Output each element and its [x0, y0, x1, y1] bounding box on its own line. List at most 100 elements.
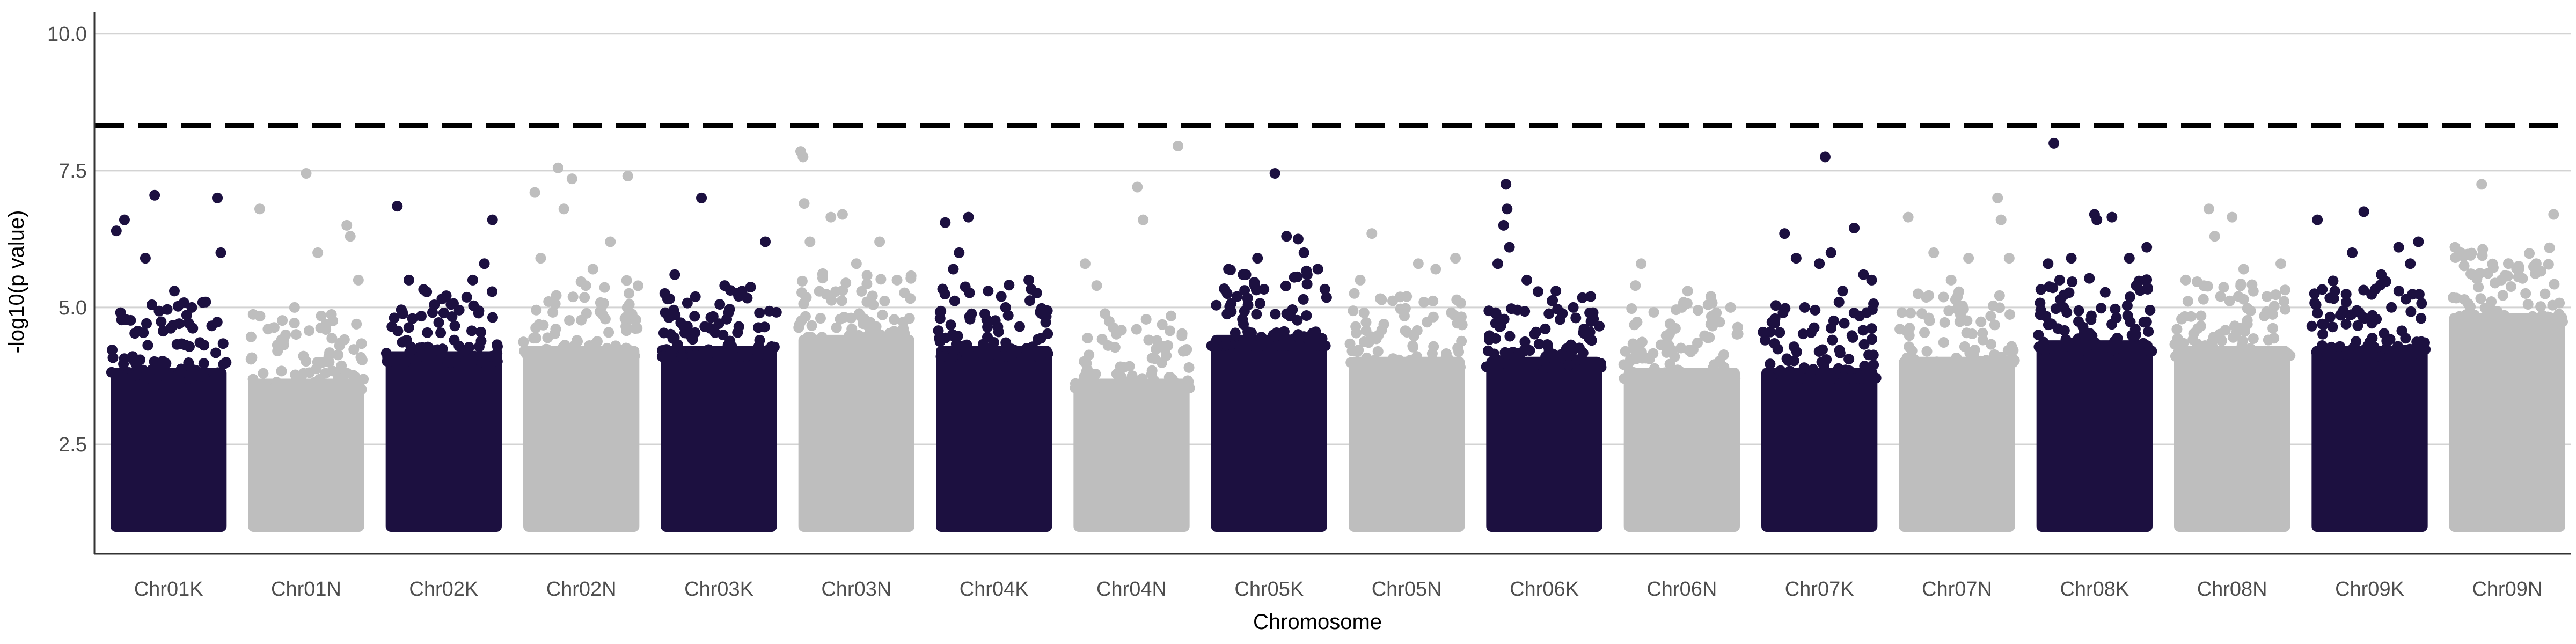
snp-point-peak [1814, 258, 1825, 269]
snp-point [707, 311, 719, 322]
snp-point [857, 318, 868, 330]
snp-point-peak [2066, 253, 2077, 264]
snp-point [1543, 308, 1555, 319]
snp-point [1246, 327, 1257, 339]
snp-point [475, 326, 487, 338]
snp-point [146, 299, 157, 310]
snp-point-peak [2180, 274, 2191, 286]
snp-point [2306, 320, 2317, 332]
snp-point [2335, 309, 2346, 320]
snp-point [141, 318, 152, 329]
snp-point [280, 329, 291, 340]
snp-point-peak [2548, 209, 2559, 220]
snp-point [1643, 368, 1655, 379]
snp-point-peak [1492, 258, 1503, 269]
snp-point [2102, 341, 2113, 353]
snp-point [677, 351, 688, 362]
snp-point-peak [2203, 203, 2214, 215]
snp-point [1206, 340, 1217, 352]
snp-point [1913, 288, 1924, 299]
snp-point [801, 339, 812, 350]
chromosome-Chr04N [1070, 140, 1195, 532]
snp-point [487, 312, 498, 323]
snp-point [272, 339, 283, 350]
snp-point [935, 305, 947, 317]
snp-point [186, 365, 197, 376]
snp-point [1004, 280, 1015, 291]
snp-point-peak [587, 264, 598, 275]
snp-point-peak [558, 203, 569, 215]
snp-point [1387, 353, 1399, 364]
snp-point-peak [1091, 280, 1102, 291]
x-tick-label: Chr01K [134, 578, 203, 601]
snp-point [836, 295, 847, 306]
snp-point [2448, 292, 2459, 303]
snp-point [1943, 305, 1955, 317]
snp-point [1904, 323, 1915, 334]
snp-point [1514, 358, 1526, 369]
snp-point [670, 310, 681, 321]
snp-point [854, 308, 865, 319]
snp-point [1921, 346, 1933, 357]
snp-point [964, 287, 975, 298]
snp-point [2050, 303, 2061, 314]
snp-point [447, 311, 458, 323]
y-tick-label: 7.5 [58, 160, 87, 182]
snp-point [2006, 341, 2017, 352]
snp-point-peak [760, 236, 771, 247]
snp-point [1923, 312, 1935, 324]
snp-point [1547, 295, 1558, 306]
snp-point [131, 369, 142, 380]
snp-point [699, 321, 711, 332]
snp-point [1371, 333, 1382, 345]
snp-point [2128, 341, 2140, 353]
snp-point-peak [1630, 280, 1641, 291]
snp-point [2318, 319, 2330, 330]
y-tick-label: 10.0 [47, 23, 87, 46]
snp-point [2386, 302, 2397, 313]
snp-point-peak [1298, 247, 1309, 258]
snp-point [1866, 323, 1877, 334]
snp-points [106, 137, 2568, 532]
snp-point [1533, 339, 1545, 350]
snp-point [2416, 298, 2427, 309]
snp-point-peak [605, 236, 616, 247]
snp-point [1625, 353, 1636, 364]
dense-points-Chr08K [2036, 340, 2153, 532]
x-tick-label: Chr05K [1234, 578, 1304, 601]
snp-point-peak [1292, 233, 1304, 245]
snp-point [1692, 305, 1703, 316]
chromosome-Chr07K [1758, 151, 1882, 532]
snp-point-peak [1138, 214, 1149, 225]
snp-point [1301, 269, 1313, 280]
snp-point [1765, 358, 1776, 370]
snp-point [1904, 330, 1915, 341]
snp-point [2110, 303, 2121, 314]
snp-point [1588, 313, 1599, 325]
snp-point [2214, 328, 2226, 340]
snp-point [210, 347, 222, 358]
snp-point [1577, 362, 1588, 373]
snp-point [550, 298, 561, 310]
snp-point-peak [1450, 253, 1461, 264]
dense-points-Chr04N [1073, 378, 1190, 532]
snp-point [453, 304, 465, 316]
snp-point [1930, 358, 1942, 369]
snp-point [1557, 352, 1568, 363]
snp-point [246, 352, 258, 363]
snp-point [1909, 362, 1920, 373]
snp-point [435, 327, 447, 339]
snp-point [518, 336, 529, 348]
snp-point-peak [1568, 302, 1579, 313]
snp-point [542, 332, 553, 343]
snp-point [380, 348, 392, 359]
snp-point [2061, 307, 2073, 318]
snp-point [1950, 294, 1961, 305]
snp-point-peak [345, 231, 356, 242]
y-tick-label: 5.0 [58, 297, 87, 319]
snp-point-peak [353, 274, 364, 286]
snp-point-peak [403, 274, 414, 286]
snp-point-peak [566, 173, 577, 185]
x-tick-label: Chr02K [409, 578, 478, 601]
snp-point [759, 321, 770, 333]
